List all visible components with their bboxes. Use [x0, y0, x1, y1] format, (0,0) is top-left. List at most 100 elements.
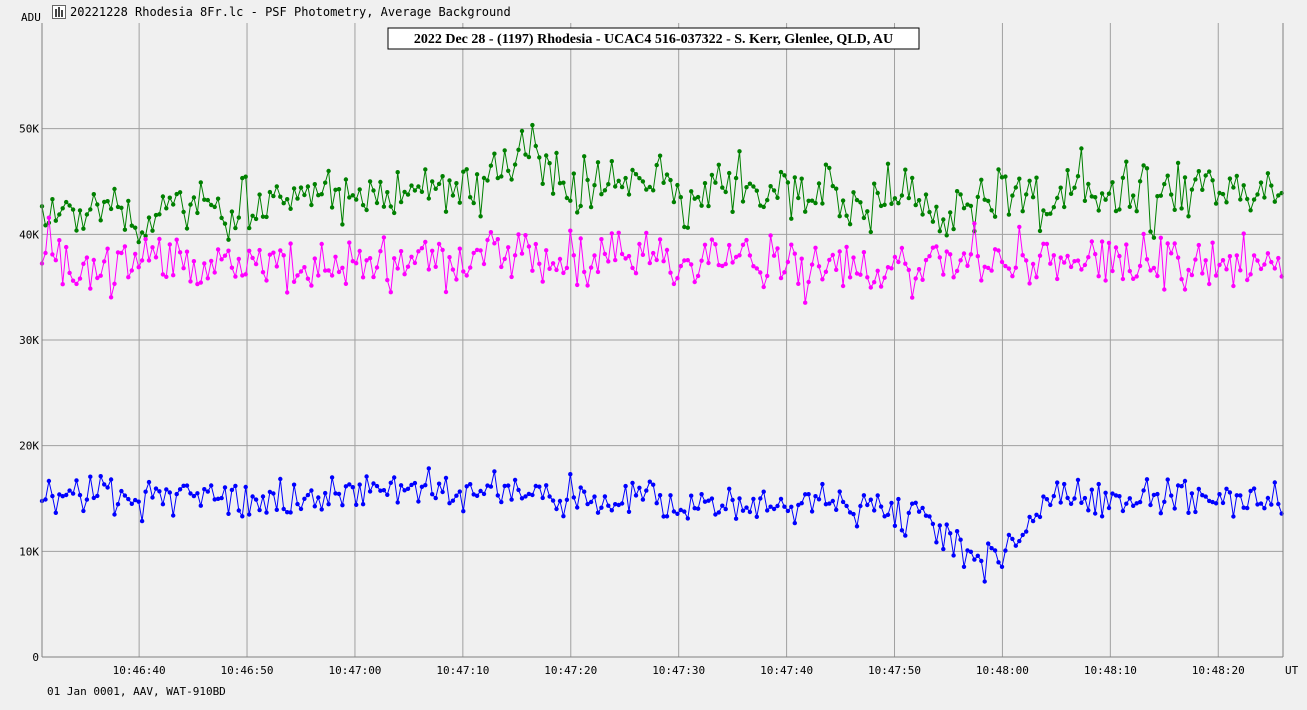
data-point	[637, 241, 642, 247]
data-point	[678, 263, 683, 269]
data-point	[202, 487, 207, 492]
data-point	[70, 491, 76, 496]
data-point	[1217, 262, 1222, 268]
data-point	[295, 501, 300, 507]
data-point	[930, 219, 936, 224]
data-point	[847, 222, 853, 227]
data-point	[1006, 266, 1012, 271]
data-point	[1210, 178, 1215, 183]
data-point	[651, 482, 656, 487]
data-point	[699, 258, 704, 263]
data-point	[592, 494, 597, 499]
data-point	[775, 246, 780, 251]
data-point	[840, 198, 846, 203]
data-point	[578, 485, 583, 490]
data-point	[340, 265, 345, 270]
data-point	[1013, 543, 1018, 548]
data-point	[481, 175, 487, 181]
data-point	[264, 214, 269, 220]
data-point	[88, 474, 93, 479]
data-point	[740, 199, 746, 204]
data-point	[1251, 253, 1257, 258]
data-point	[754, 266, 759, 271]
data-point	[685, 516, 690, 521]
data-point	[395, 500, 400, 505]
data-point	[986, 541, 991, 546]
data-point	[447, 255, 452, 260]
data-point	[1034, 175, 1039, 180]
data-point	[219, 257, 224, 262]
data-point	[95, 202, 100, 207]
data-point	[820, 481, 825, 487]
data-point	[651, 250, 656, 256]
data-point	[1251, 197, 1257, 202]
data-point	[979, 177, 984, 182]
data-point	[799, 256, 804, 261]
data-point	[105, 246, 110, 251]
data-point	[1158, 235, 1164, 240]
data-point	[720, 263, 725, 269]
data-point	[164, 487, 169, 492]
data-point	[378, 488, 383, 493]
data-point	[868, 285, 873, 290]
data-point	[1137, 499, 1143, 505]
data-point	[181, 266, 186, 271]
data-point	[492, 241, 497, 246]
data-point	[302, 265, 307, 270]
series-1	[39, 122, 1284, 245]
data-point	[682, 509, 687, 514]
data-point	[1255, 258, 1260, 263]
data-point	[906, 267, 911, 273]
data-point	[523, 233, 528, 238]
data-point	[146, 258, 152, 263]
app-icon	[52, 5, 66, 19]
data-point	[1003, 263, 1008, 269]
data-point	[1224, 200, 1229, 205]
data-point	[205, 197, 210, 203]
data-point	[637, 176, 642, 181]
data-point	[1200, 187, 1205, 192]
data-point	[592, 183, 597, 188]
data-point	[899, 193, 905, 198]
data-point	[1096, 481, 1101, 487]
data-point	[961, 206, 967, 211]
data-point	[374, 483, 380, 489]
data-point	[354, 197, 359, 202]
data-point	[716, 262, 721, 268]
data-point	[57, 492, 62, 497]
data-point	[827, 257, 832, 263]
data-point	[920, 212, 925, 217]
data-point	[519, 128, 525, 134]
data-point	[1068, 264, 1074, 270]
data-point	[177, 250, 183, 255]
data-point	[1276, 501, 1281, 507]
data-point	[316, 495, 321, 500]
data-point	[253, 261, 259, 267]
series-2	[39, 215, 1284, 305]
data-point	[1165, 241, 1170, 246]
data-point	[1099, 239, 1105, 244]
data-point	[1048, 211, 1053, 216]
data-point	[215, 196, 221, 201]
data-point	[623, 256, 628, 261]
data-point	[623, 175, 628, 181]
data-point	[796, 502, 801, 508]
data-point	[43, 223, 48, 228]
data-point	[288, 206, 293, 211]
data-point	[1175, 255, 1181, 260]
data-point	[868, 497, 873, 502]
data-point	[215, 496, 221, 501]
data-point	[968, 252, 974, 257]
data-point	[291, 482, 297, 487]
data-point	[844, 244, 849, 250]
data-point	[609, 508, 614, 513]
data-point	[754, 514, 759, 519]
data-point	[499, 264, 504, 270]
data-point	[1155, 194, 1160, 199]
data-point	[578, 236, 583, 241]
data-point	[184, 249, 190, 254]
data-point	[436, 181, 442, 187]
data-point	[105, 199, 110, 204]
data-point	[868, 229, 873, 235]
data-point	[288, 510, 293, 515]
